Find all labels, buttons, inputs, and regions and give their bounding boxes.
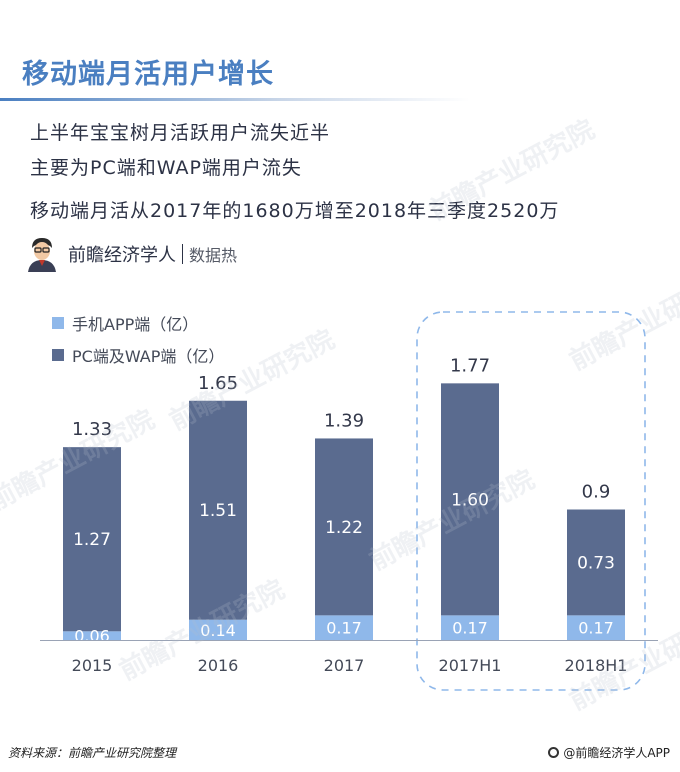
total-label-2015: 1.33 [72,419,112,440]
legend-swatch-mobile [52,317,64,329]
data-label-pc-wap-2018H1: 0.73 [577,553,615,573]
total-label-2016: 1.65 [198,373,238,394]
x-tick-label-2017H1: 2017H1 [439,656,502,675]
footer-source: 资料来源：前瞻产业研究院整理 [8,746,177,760]
headline-line-3: 移动端月活从2017年的1680万增至2018年三季度2520万 [30,200,560,222]
brand-separator [182,244,183,264]
bar-mobile-2017 [315,615,373,640]
bar-pc-wap-2017H1 [441,383,499,616]
chart-legend: 手机APP端（亿） PC端及WAP端（亿） [52,310,224,374]
footer-brand: @前瞻经济学人APP [548,744,670,761]
bar-mobile-2017H1 [441,615,499,640]
page-title: 移动端月活用户增长 [22,59,274,90]
footer-app-name: @前瞻经济学人APP [563,746,670,760]
bar-pc-wap-2015 [63,447,121,632]
x-tick-label-2018H1: 2018H1 [565,656,628,675]
bar-pc-wap-2016 [189,400,247,620]
data-label-mobile-2015: 0.06 [74,627,110,646]
stacked-bar-chart: 0.06 1.27 1.33 2015 0.14 1.51 1.65 2016 0.17 1.22… [40,311,658,691]
x-tick-label-2016: 2016 [198,656,239,675]
data-label-pc-wap-2015: 1.27 [73,530,111,550]
data-label-pc-wap-2017: 1.22 [325,518,363,538]
data-label-pc-wap-2017H1: 1.60 [451,490,489,510]
brand-row: 前瞻经济学人 数据热 [26,236,237,272]
bar-pc-wap-2017 [315,438,373,616]
total-label-2017: 1.39 [324,410,364,431]
bar-mobile-2018H1 [567,615,625,640]
brand-tag: 数据热 [189,246,238,265]
bar-mobile-2015 [63,631,121,640]
economist-avatar-icon [28,238,56,272]
brand-logo-icon [548,747,560,758]
x-tick-label-2015: 2015 [72,656,113,675]
legend-item-mobile: 手机APP端（亿） [52,310,224,336]
headline-line-1: 上半年宝宝树月活跃用户流失近半 [30,122,331,144]
legend-item-pc-wap: PC端及WAP端（亿） [52,342,224,368]
brand-name: 前瞻经济学人 [68,245,176,266]
data-label-mobile-2017H1: 0.17 [452,619,488,638]
bar-mobile-2016 [189,619,247,640]
legend-swatch-pc-wap [52,349,64,361]
data-label-mobile-2016: 0.14 [200,621,236,640]
total-label-2017H1: 1.77 [450,355,490,376]
legend-label-mobile: 手机APP端（亿） [72,315,199,334]
data-label-pc-wap-2016: 1.51 [199,501,237,521]
title-underline [0,98,470,101]
bar-pc-wap-2018H1 [567,509,625,616]
data-label-mobile-2017: 0.17 [326,619,362,638]
highlight-box [416,311,646,691]
headline-line-2: 主要为PC端和WAP端用户流失 [30,157,302,179]
data-label-mobile-2018H1: 0.17 [578,619,614,638]
total-label-2018H1: 0.9 [582,482,611,503]
x-tick-label-2017: 2017 [324,656,365,675]
legend-label-pc-wap: PC端及WAP端（亿） [72,347,225,366]
